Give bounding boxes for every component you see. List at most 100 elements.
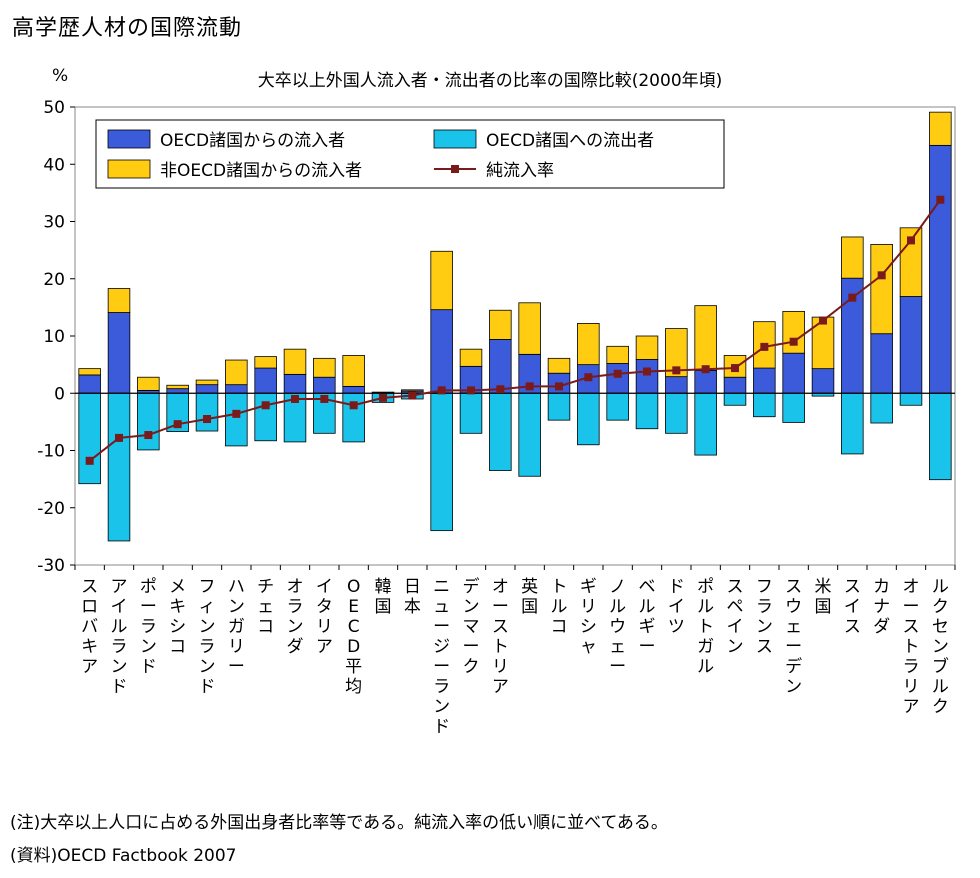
bar-oecd-outflow — [137, 392, 160, 451]
net-inflow-point — [85, 456, 94, 465]
x-tick-label: 韓国 — [375, 577, 392, 617]
bar-non-oecd-inflow — [665, 328, 688, 378]
bar-oecd-inflow — [78, 374, 101, 394]
x-tick-label: O E C D 平均 — [345, 577, 362, 697]
bar-oecd-inflow — [313, 376, 336, 394]
net-inflow-point — [613, 369, 622, 378]
bar-oecd-inflow — [107, 312, 131, 394]
bar-oecd-inflow — [723, 376, 747, 394]
net-inflow-point — [731, 364, 739, 373]
net-inflow-point — [877, 271, 886, 280]
net-inflow-point — [173, 420, 182, 429]
x-tick-label: ニュージーランド — [433, 577, 450, 737]
x-tick-label: ハンガリー — [228, 577, 245, 677]
net-inflow-point — [789, 337, 798, 346]
bar-oecd-inflow — [753, 367, 776, 394]
bar-oecd-outflow — [342, 392, 365, 443]
x-tick-label: ベルギー — [639, 577, 656, 657]
bar-non-oecd-inflow — [782, 310, 805, 354]
x-tick-label: スイス — [844, 577, 861, 637]
x-tick-label: ドイツ — [668, 577, 685, 637]
bar-oecd-outflow — [518, 392, 541, 477]
x-tick-label: アイルランド — [111, 577, 128, 697]
bar-non-oecd-inflow — [195, 379, 219, 386]
net-inflow-point — [291, 394, 299, 403]
x-tick-label: 日本 — [404, 577, 421, 617]
bar-non-oecd-inflow — [547, 357, 571, 374]
legend-swatch — [433, 129, 477, 149]
y-tick-label: 40 — [43, 155, 65, 175]
net-inflow-point — [261, 401, 270, 410]
bar-oecd-outflow — [665, 392, 688, 434]
bar-non-oecd-inflow — [841, 236, 864, 279]
x-tick-label: デンマーク — [463, 576, 480, 677]
bar-non-oecd-inflow — [166, 384, 189, 390]
bar-non-oecd-inflow — [459, 348, 483, 367]
x-tick-label: 米国 — [815, 577, 832, 617]
bar-non-oecd-inflow — [929, 111, 952, 146]
bar-oecd-outflow — [78, 392, 101, 485]
y-tick-label: 10 — [43, 327, 65, 347]
x-tick-label: 英国 — [521, 577, 538, 617]
net-inflow-line — [89, 199, 942, 462]
x-tick-label: フランス — [756, 577, 773, 657]
net-inflow-point — [525, 382, 534, 391]
bar-oecd-outflow — [899, 392, 923, 406]
net-inflow-point — [437, 386, 446, 395]
bar-non-oecd-inflow — [430, 250, 453, 311]
bar-oecd-outflow — [489, 392, 512, 471]
bar-oecd-outflow — [635, 392, 659, 430]
bar-oecd-inflow — [195, 384, 219, 394]
net-inflow-point — [643, 367, 651, 376]
x-tick-label: オーストラリア — [903, 577, 920, 717]
bar-non-oecd-inflow — [283, 348, 307, 375]
net-inflow-point — [496, 385, 505, 394]
bar-oecd-outflow — [870, 392, 893, 424]
y-tick-label: -20 — [37, 499, 65, 519]
bar-non-oecd-inflow — [342, 355, 365, 387]
bar-non-oecd-inflow — [694, 305, 717, 371]
bar-non-oecd-inflow — [313, 357, 336, 378]
x-tick-label: スペイン — [727, 577, 744, 657]
bar-oecd-inflow — [665, 376, 688, 394]
y-axis-unit-label: % — [52, 66, 69, 86]
bar-non-oecd-inflow — [577, 323, 600, 366]
bar-oecd-inflow — [166, 388, 189, 394]
bar-oecd-inflow — [694, 369, 717, 394]
legend-box — [95, 119, 725, 189]
bar-oecd-outflow — [782, 392, 805, 423]
bar-oecd-outflow — [254, 392, 277, 442]
x-tick-label: ルクセンブルク — [932, 577, 949, 717]
x-tick-label: メキシコ — [169, 577, 186, 657]
net-inflow-point — [467, 386, 475, 395]
x-tick-label: チェコ — [257, 577, 274, 637]
bar-non-oecd-inflow — [870, 243, 893, 335]
bar-non-oecd-inflow — [899, 227, 923, 297]
net-inflow-point — [320, 394, 329, 403]
x-tick-label: ポルトガル — [697, 577, 714, 677]
bar-non-oecd-inflow — [78, 368, 101, 376]
bar-oecd-inflow — [635, 359, 659, 394]
bar-oecd-outflow — [694, 392, 717, 456]
net-inflow-point — [760, 342, 769, 351]
bar-oecd-inflow — [430, 309, 453, 394]
net-inflow-point — [349, 401, 358, 410]
y-tick-label: 30 — [43, 213, 65, 233]
bar-oecd-inflow — [283, 373, 307, 394]
x-tick-label: ギリシャ — [580, 577, 597, 657]
page-title: 高学歴人材の国際流動 — [12, 16, 243, 41]
net-inflow-point — [144, 431, 153, 440]
x-tick-label: ポーランド — [140, 577, 157, 677]
bar-oecd-outflow — [225, 392, 248, 447]
bar-non-oecd-inflow — [225, 359, 248, 386]
y-tick-label: -10 — [37, 442, 65, 462]
bar-oecd-outflow — [753, 392, 776, 418]
bar-non-oecd-inflow — [401, 389, 424, 392]
x-tick-label: オーストリア — [492, 577, 509, 697]
bar-non-oecd-inflow — [606, 345, 629, 364]
bar-oecd-inflow — [870, 333, 893, 394]
bar-oecd-outflow — [929, 392, 952, 481]
bar-oecd-inflow — [225, 384, 248, 394]
bar-non-oecd-inflow — [137, 376, 160, 391]
bar-oecd-outflow — [459, 392, 483, 434]
